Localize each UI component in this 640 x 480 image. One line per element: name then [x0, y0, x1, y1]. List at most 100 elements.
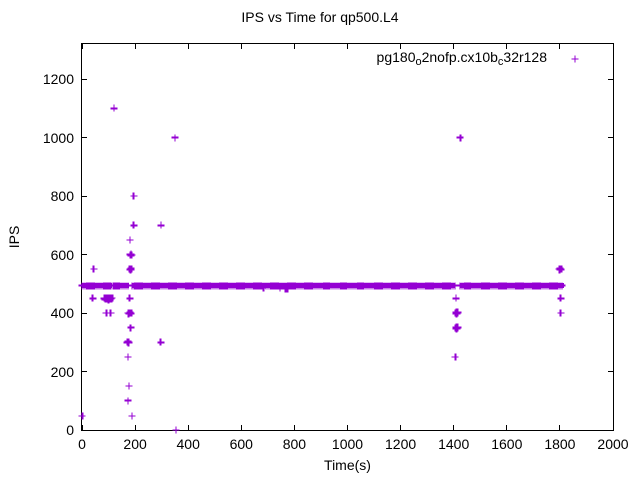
data-point-marker [124, 397, 132, 405]
y-tick-mark [608, 78, 613, 80]
x-tick-mark [293, 425, 295, 430]
y-tick-mark [608, 429, 613, 431]
data-point-marker [557, 309, 565, 317]
y-tick-label: 0 [66, 422, 74, 438]
data-point-marker [107, 309, 115, 317]
x-tick-mark [187, 44, 189, 49]
x-tick-mark [293, 44, 295, 49]
data-point-marker [456, 134, 464, 142]
legend-label-part: 2nofp.cx10b [421, 49, 498, 65]
data-point-marker [157, 338, 165, 346]
y-tick-label: 800 [50, 188, 74, 205]
data-point-marker [171, 134, 179, 142]
y-tick-label: 600 [50, 246, 74, 263]
x-tick-mark [400, 44, 402, 49]
x-tick-mark [134, 425, 136, 430]
x-tick-label: 1800 [544, 436, 576, 452]
y-tick-mark [82, 312, 87, 314]
y-tick-label: 200 [50, 363, 74, 380]
x-tick-mark [347, 425, 348, 430]
x-tick-mark [81, 425, 83, 430]
x-tick-mark [612, 425, 614, 430]
y-axis-label: IPS [6, 225, 22, 249]
data-point-marker [125, 382, 133, 390]
x-tick-mark [240, 425, 242, 430]
x-tick-mark [506, 425, 508, 430]
x-tick-mark [81, 44, 83, 49]
x-tick-label: 1200 [385, 436, 417, 452]
data-point-marker [102, 309, 110, 317]
y-tick-label: 400 [50, 305, 74, 322]
y-tick-label: 1000 [42, 129, 74, 146]
x-tick-label: 1600 [491, 436, 523, 452]
y-tick-mark [82, 371, 87, 372]
y-tick-mark [608, 312, 613, 314]
legend-label-part: o [415, 56, 422, 68]
x-tick-mark [559, 44, 561, 49]
y-tick-mark [82, 429, 87, 431]
data-point-marker [157, 221, 165, 229]
x-tick-mark [506, 44, 508, 49]
data-point-marker [126, 236, 134, 244]
data-point-marker [128, 412, 136, 420]
data-point-marker [125, 339, 133, 347]
legend-label-part: 32r128 [503, 49, 547, 65]
data-point-marker [110, 104, 118, 112]
y-tick-mark [608, 371, 613, 372]
plot-area [78, 43, 614, 434]
x-tick-mark [612, 44, 614, 49]
data-point-marker [78, 412, 86, 420]
x-tick-label: 600 [229, 436, 253, 452]
legend-label-part: pg180 [376, 49, 416, 65]
legend-label: pg180o2nofp.cx10bc32r128 [0, 49, 547, 68]
y-tick-label: 1200 [42, 71, 74, 88]
data-point-marker [283, 285, 291, 293]
data-point-marker [108, 294, 116, 302]
data-point-marker [451, 282, 459, 290]
data-point-marker [259, 284, 267, 292]
x-tick-label: 400 [176, 436, 200, 452]
x-tick-label: 200 [123, 436, 147, 452]
data-point-marker [557, 265, 565, 273]
y-tick-mark [608, 254, 613, 256]
x-tick-mark [187, 425, 189, 430]
data-point-marker [451, 353, 459, 361]
x-axis-label: Time(s) [324, 457, 371, 473]
data-point-marker [276, 284, 284, 292]
y-tick-mark [82, 137, 87, 139]
x-tick-mark [240, 44, 242, 49]
data-point-marker [558, 282, 566, 290]
y-tick-mark [82, 195, 87, 197]
chart-title: IPS vs Time for qp500.L4 [241, 9, 399, 25]
data-point-marker [453, 323, 461, 331]
x-tick-label: 2000 [597, 436, 629, 452]
x-tick-mark [347, 44, 348, 49]
data-point-marker [128, 251, 136, 259]
x-tick-label: 0 [78, 436, 86, 452]
data-point-marker [130, 192, 138, 200]
x-tick-mark [134, 44, 136, 49]
data-point-marker [557, 294, 565, 302]
x-tick-label: 800 [282, 436, 307, 452]
legend-label-part: c [497, 56, 504, 68]
x-tick-mark [453, 44, 455, 49]
data-point-marker [127, 309, 135, 317]
data-point-marker [124, 353, 132, 361]
data-point-marker [127, 324, 135, 332]
y-tick-mark [82, 254, 87, 256]
x-tick-label: 1000 [331, 436, 364, 452]
data-point-marker [452, 294, 460, 302]
data-point-marker [126, 294, 134, 302]
x-tick-mark [559, 425, 561, 430]
data-point-marker [130, 221, 138, 229]
y-tick-mark [608, 137, 613, 139]
data-point-marker [127, 265, 135, 273]
legend-plus-icon [571, 55, 579, 63]
data-point-marker [90, 265, 98, 273]
x-tick-label: 1400 [438, 436, 470, 452]
data-point-marker [172, 426, 180, 434]
x-tick-mark [453, 425, 455, 430]
data-point-marker [124, 282, 132, 290]
y-tick-mark [82, 78, 87, 80]
